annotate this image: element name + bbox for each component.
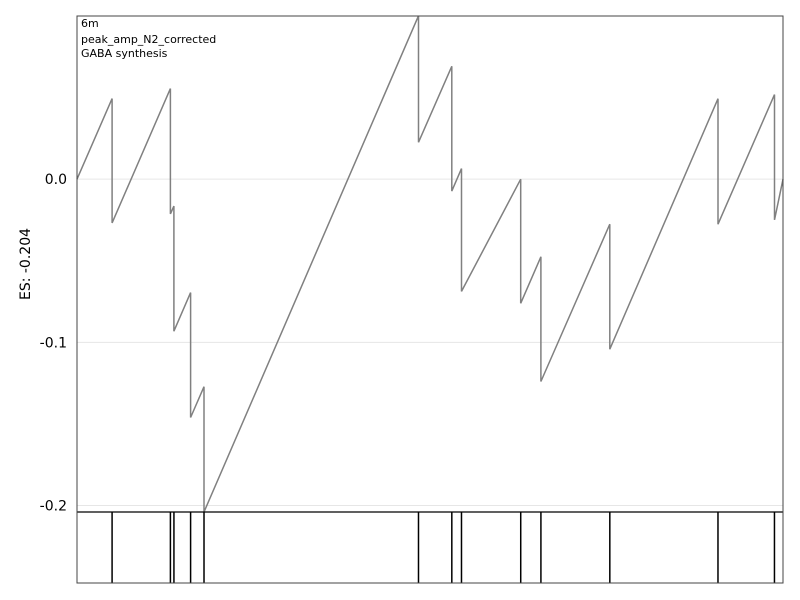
annotation-group: 6m peak_amp_N2_corrected GABA synthesis (81, 17, 216, 60)
rug-marks (111, 512, 776, 583)
es-series-line (76, 15, 784, 513)
plot-frame (76, 15, 784, 584)
series-group (76, 15, 784, 513)
annotation-1: peak_amp_N2_corrected (81, 33, 216, 46)
grid-lines (77, 178, 783, 506)
annotation-0: 6m (81, 17, 99, 30)
y-axis-label: ES: -0.204 (18, 228, 34, 300)
y-tick-labels: 0.0 -0.1 -0.2 (40, 172, 67, 514)
annotation-2: GABA synthesis (81, 47, 168, 60)
y-tick-label: 0.0 (45, 172, 67, 188)
y-tick-label: -0.1 (40, 335, 67, 351)
y-tick-label: -0.2 (40, 498, 67, 514)
